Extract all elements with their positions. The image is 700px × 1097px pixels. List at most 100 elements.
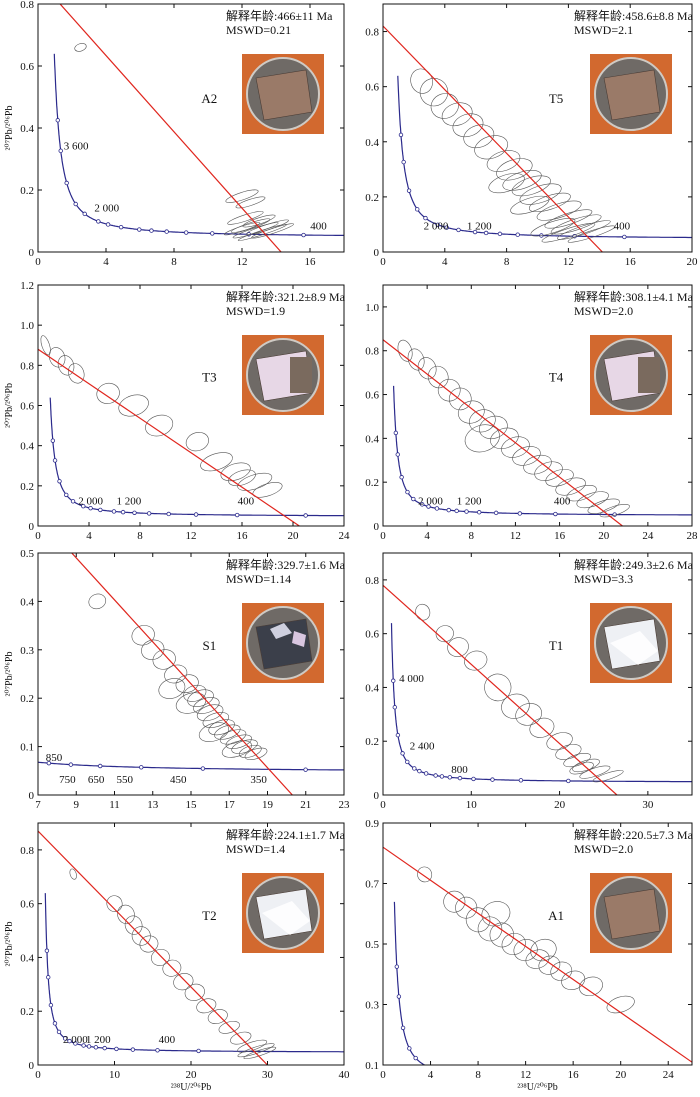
data-ellipse	[196, 704, 224, 722]
data-ellipse	[164, 664, 188, 684]
data-ellipse	[502, 170, 542, 191]
sample-label: T5	[549, 91, 563, 106]
data-ellipse	[511, 175, 551, 197]
y-axis-label: ²⁰⁷Pb/²⁰⁶Pb	[4, 383, 15, 428]
concordia-age-marker	[193, 512, 199, 517]
y-tick-label: 0	[374, 247, 380, 259]
data-ellipse	[530, 218, 576, 237]
concordia-age-marker	[86, 1044, 92, 1049]
concordia-age-marker	[419, 502, 425, 507]
data-ellipse	[151, 948, 170, 966]
x-tick-label: 20	[288, 530, 300, 542]
sample-photo	[590, 873, 672, 953]
concordia-age-marker	[472, 229, 478, 235]
mswd-text: MSWD=0.21	[226, 23, 291, 37]
x-tick-label: 15	[186, 799, 198, 811]
data-ellipse	[515, 703, 542, 726]
x-tick-label: 12	[520, 1069, 531, 1081]
concordia-age-label: 450	[170, 774, 187, 786]
y-tick-label: 0.1	[365, 1060, 379, 1072]
sample-label: A2	[201, 91, 217, 106]
y-tick-label: 0.4	[365, 682, 379, 694]
x-tick-label: 4	[86, 530, 92, 542]
data-ellipse	[530, 938, 557, 962]
data-ellipse	[501, 436, 530, 458]
regression-line	[38, 348, 300, 526]
x-tick-label: 12	[237, 256, 248, 268]
data-ellipse	[235, 196, 266, 209]
concordia-age-label: 1 200	[467, 221, 492, 233]
plot-area	[38, 335, 344, 526]
plot-frame	[382, 284, 693, 527]
concordia-age-label: 2 400	[410, 740, 435, 752]
y-tick-label: 0.6	[365, 82, 379, 94]
concordia-age-marker	[234, 512, 240, 518]
concordia-age-marker	[447, 775, 453, 780]
x-tick-label: 7	[35, 799, 41, 811]
x-tick-label: 8	[171, 256, 177, 268]
data-ellipse	[529, 717, 555, 738]
x-axis-label: ²³⁸U/²⁰⁶Pb	[171, 1082, 212, 1093]
concordia-age-marker	[210, 231, 215, 236]
concordia-age-marker	[46, 975, 51, 980]
x-tick-label: 20	[598, 530, 610, 542]
x-tick-label: 8	[137, 530, 143, 542]
data-ellipse	[576, 491, 609, 509]
data-ellipse	[221, 740, 252, 758]
concordia-age-marker	[401, 159, 406, 165]
data-ellipse	[69, 868, 77, 880]
panel-S1: 7 9 11 13 15 17 19 21 23 0 0.1 0.2 0.3 0.4 0.5 850 750 65…	[4, 548, 350, 811]
concordia-age-marker	[398, 132, 404, 138]
data-ellipse	[579, 765, 611, 779]
concordia-age-marker	[50, 438, 56, 443]
data-ellipse	[223, 222, 261, 236]
concordia-age-marker	[471, 776, 476, 782]
concordia-age-marker	[405, 489, 410, 495]
data-ellipse	[237, 1039, 268, 1053]
concordia-age-marker	[120, 509, 126, 515]
x-tick-label: 16	[568, 1069, 580, 1081]
concordia-age-marker	[399, 475, 404, 480]
data-ellipse	[74, 43, 87, 52]
sample-photo	[590, 335, 672, 415]
data-ellipse	[555, 477, 586, 496]
data-ellipse	[198, 722, 230, 742]
concordia-age-label: 2 000	[78, 495, 103, 507]
data-ellipse	[496, 158, 533, 181]
x-tick-label: 4	[103, 256, 109, 268]
y-tick-label: 0	[29, 1060, 35, 1072]
concordia-age-label: 1 200	[86, 1034, 111, 1046]
concordia-age-marker	[423, 771, 429, 776]
y-tick-label: 0.4	[20, 123, 34, 135]
panel-A2: 0 4 8 12 16 0 0.2 0.4 0.6 0.8 3 600 2 000 400 解释年龄:46…	[4, 0, 345, 268]
concordia-age-marker	[149, 228, 154, 233]
data-ellipse	[419, 78, 449, 107]
concordia-age-marker	[515, 232, 520, 237]
concordia-age-marker	[67, 1038, 72, 1044]
data-ellipse	[592, 770, 624, 783]
concordia-age-label: 800	[451, 764, 468, 776]
plot-area	[38, 830, 344, 1065]
x-tick-label: 28	[687, 530, 699, 542]
x-tick-label: 0	[35, 1069, 41, 1081]
concordia-age-marker	[391, 678, 396, 683]
concordia-age-marker	[73, 201, 78, 207]
plot-area	[383, 25, 692, 252]
data-ellipse	[501, 693, 530, 719]
concordia-age-marker	[490, 777, 495, 782]
concordia-age-marker	[406, 188, 412, 193]
y-tick-label: 0.2	[20, 1006, 34, 1018]
y-tick-label: 0	[29, 790, 35, 802]
data-ellipse	[131, 926, 151, 946]
x-tick-label: 0	[380, 1069, 386, 1081]
x-tick-label: 19	[262, 799, 274, 811]
concordia-age-marker	[98, 507, 103, 513]
data-ellipse	[225, 734, 252, 749]
y-tick-label: 0.2	[20, 693, 34, 705]
sample-label: T1	[549, 638, 563, 653]
data-ellipse	[468, 409, 496, 433]
y-tick-label: 0.8	[365, 346, 379, 358]
y-tick-label: 0.6	[365, 390, 379, 402]
data-ellipse	[510, 195, 550, 215]
